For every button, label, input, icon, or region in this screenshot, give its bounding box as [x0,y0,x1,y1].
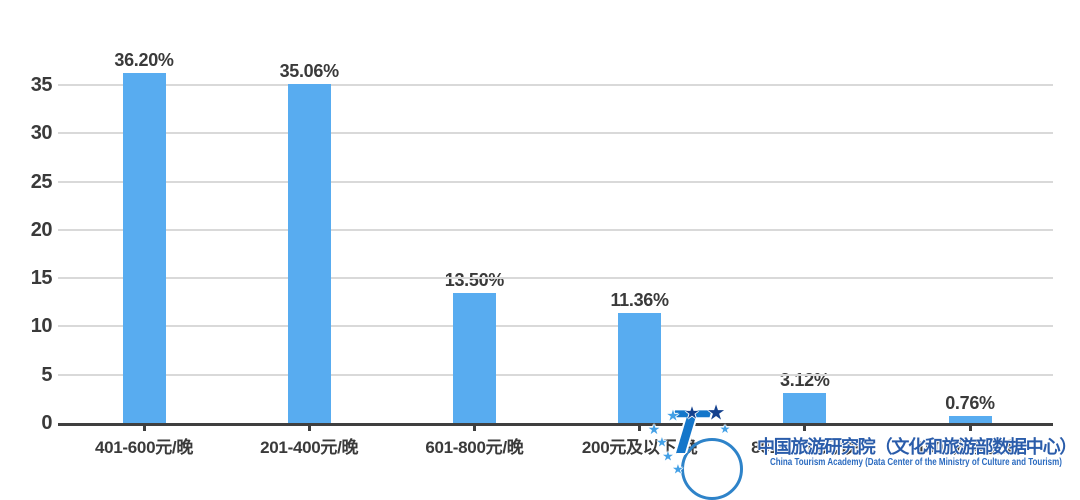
bar [287,84,331,426]
bar [783,392,827,426]
gridline [58,277,1053,280]
bar-value-label: 35.06% [279,61,340,82]
y-axis-tick-label: 35 [30,73,53,96]
x-axis-category-label: 1000元以上/晚 [916,438,1024,457]
y-axis-tick-label: 25 [30,170,53,193]
y-axis-tick-label: 30 [30,122,53,145]
x-axis-tick [307,426,311,431]
gridline [58,180,1053,183]
gridline [58,325,1053,328]
y-axis-tick-label: 0 [41,412,52,434]
x-axis-category-label: 200元及以下/晚 [581,438,698,457]
x-axis-tick [472,426,476,431]
gridline [58,228,1053,231]
bar-value-label: 11.36% [610,290,669,311]
bar-chart: 36.20% 35.06% 13.50% 11.36% 3.12% 0.76% 0 5 10 15… [30,50,1053,457]
bar-value-label: 36.20% [114,50,174,71]
y-axis-tick-label: 10 [30,315,53,338]
x-axis-tick [638,426,642,431]
y-axis-tick-label: 5 [41,363,52,386]
bar [122,73,166,426]
x-axis-line [58,423,1053,426]
y-axis-tick-label: 20 [30,218,53,241]
bar [618,313,662,426]
x-axis-tick [142,426,146,431]
x-axis-category-label: 601-800元/晚 [425,438,524,457]
y-axis-tick-label: 15 [30,267,53,290]
gridline [58,373,1053,376]
x-axis-category-label: 801-1000元/晚 [751,438,859,457]
x-axis-tick [803,426,807,431]
x-axis-tick [968,426,972,431]
bar [452,292,496,426]
gridline [58,132,1053,135]
bar-value-label: 13.50% [444,269,505,290]
x-axis-category-label: 201-400元/晚 [260,438,359,457]
x-axis-category-label: 401-600元/晚 [94,438,194,457]
bar [948,415,992,426]
gridline [58,83,1053,86]
bar-value-label: 0.76% [945,392,995,413]
